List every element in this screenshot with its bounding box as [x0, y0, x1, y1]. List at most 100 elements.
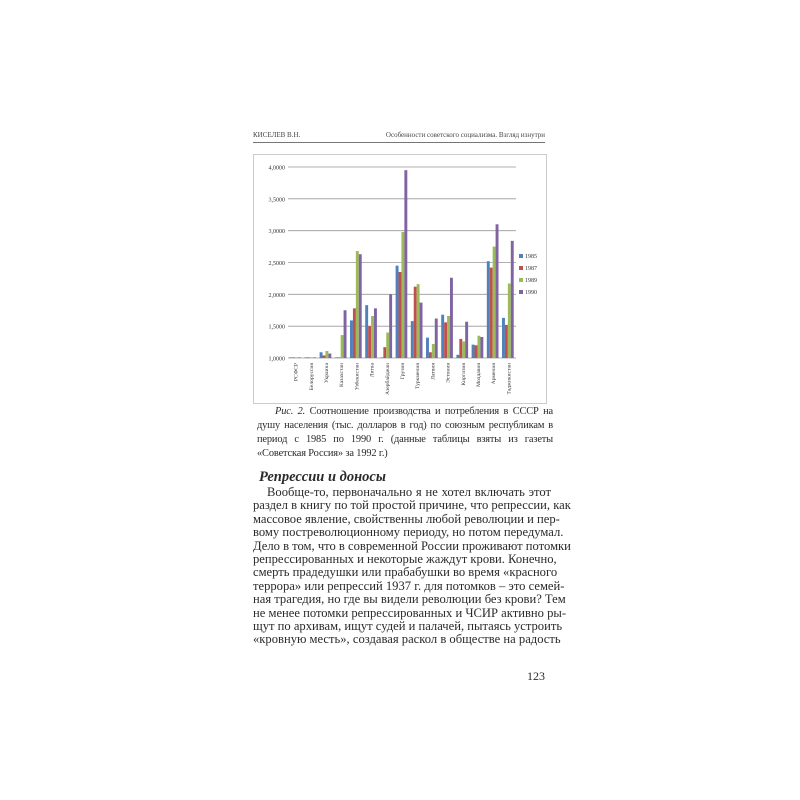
- caption-text: Соотношение производства и потребления в…: [257, 406, 554, 459]
- x-tick-label: РСФСР: [294, 363, 300, 381]
- book-page: КИСЕЛЕВ В.Н. Особенности советского соци…: [253, 0, 571, 800]
- bar-1989: [477, 335, 481, 358]
- text-line: не менее потомки репрессированных и ЧСИР…: [253, 605, 567, 620]
- bar-1987: [307, 357, 311, 358]
- x-tick-label: Литва: [370, 362, 376, 377]
- bar-1990: [434, 318, 438, 358]
- bar-1989: [447, 315, 450, 358]
- bar-1985: [289, 357, 293, 358]
- bar-1990: [404, 170, 408, 358]
- bar-1987: [368, 326, 372, 358]
- bar-1987: [322, 355, 326, 358]
- x-tick-label: Латвия: [430, 363, 436, 380]
- bar-1990: [449, 277, 453, 358]
- bar-1989: [507, 283, 511, 358]
- bar-1990: [495, 224, 499, 358]
- bar-1985: [304, 357, 308, 358]
- bar-1987: [444, 322, 448, 358]
- bar-1987: [459, 338, 463, 358]
- bar-1987: [292, 357, 296, 358]
- x-tick-label: Таджикистан: [506, 363, 512, 395]
- body-text: Вообще-то, первоначально я не хотел вклю…: [253, 485, 571, 647]
- bar-1987: [504, 324, 508, 358]
- legend-label: 1990: [525, 290, 537, 296]
- x-tick-label: Армения: [491, 363, 497, 385]
- bar-1987: [474, 345, 478, 358]
- bar-1990: [510, 240, 514, 358]
- bar-1987: [398, 272, 402, 358]
- x-tick-label: Молдавия: [476, 363, 482, 387]
- caption-label: Рис. 2.: [275, 406, 306, 417]
- text-line: смерть прадедушки или прабабушки во врем…: [253, 565, 558, 580]
- bar-1990: [419, 302, 423, 358]
- bar-1985: [395, 265, 399, 358]
- bar-1989: [492, 246, 496, 358]
- bar-1990: [297, 357, 301, 358]
- legend-swatch: [519, 254, 523, 258]
- y-tick-label: 1,0000: [269, 357, 286, 363]
- running-header: КИСЕЛЕВ В.Н. Особенности советского соци…: [253, 131, 545, 143]
- x-tick-label: Казахстан: [339, 363, 345, 387]
- y-tick-label: 3,5000: [269, 197, 286, 203]
- legend-label: 1985: [525, 254, 537, 260]
- section-heading: Репрессии и доносы: [259, 469, 386, 485]
- bar-1985: [319, 352, 323, 358]
- bar-1985: [426, 337, 429, 358]
- bar-1989: [416, 284, 420, 358]
- bar-1985: [471, 344, 475, 358]
- bar-1985: [334, 357, 338, 358]
- bar-1989: [431, 343, 435, 358]
- bar-1987: [352, 308, 356, 358]
- bar-1990: [358, 254, 362, 358]
- y-tick-label: 4,0000: [269, 166, 286, 172]
- bar-1985: [410, 321, 414, 358]
- legend-label: 1989: [525, 278, 537, 284]
- y-tick-label: 1,5000: [269, 325, 286, 331]
- bar-1990: [480, 336, 484, 358]
- bar-1987: [428, 352, 432, 358]
- x-tick-label: Киргизия: [461, 363, 467, 386]
- bar-1989: [325, 350, 329, 358]
- y-tick-label: 2,0000: [269, 293, 286, 299]
- bar-1985: [365, 305, 369, 358]
- x-tick-label: Украина: [324, 362, 330, 382]
- bar-1987: [383, 347, 387, 358]
- bar-1990: [465, 321, 469, 358]
- text-line: Вообще-то, первоначально я не хотел вклю…: [267, 485, 551, 499]
- header-author: КИСЕЛЕВ В.Н.: [253, 131, 301, 139]
- x-tick-label: Грузия: [400, 363, 406, 380]
- bar-1990: [328, 353, 332, 358]
- bar-1987: [413, 286, 417, 358]
- bar-1989: [386, 332, 390, 358]
- bar-1989: [295, 357, 298, 358]
- x-tick-label: Белоруссия: [309, 363, 315, 391]
- x-tick-label: Азербайджан: [384, 363, 391, 395]
- bar-1987: [489, 267, 493, 358]
- chart-frame: 1,0000 1,5000 2,0000 2,5000 3,0000 3,5000 4,00…: [253, 154, 547, 404]
- header-title: Особенности советского социализма. Взгля…: [385, 131, 545, 139]
- text-line: вому постреволюционному периоду, но пото…: [253, 525, 564, 540]
- bar-1990: [343, 310, 347, 358]
- bar-1985: [380, 357, 384, 358]
- legend-swatch: [519, 278, 523, 282]
- text-line: репрессированных и некоторые жаждут кров…: [253, 552, 557, 567]
- bar-1989: [401, 231, 405, 358]
- legend-swatch: [519, 266, 523, 270]
- bar-1989: [355, 251, 359, 358]
- bar-1985: [441, 314, 445, 358]
- bar-1985: [486, 261, 490, 358]
- bar-1990: [389, 294, 393, 358]
- bar-1989: [462, 341, 466, 358]
- text-line: раздел в книгу по той простой причине, ч…: [253, 498, 571, 513]
- page-number: 123: [527, 668, 545, 683]
- bar-1989: [340, 335, 344, 358]
- bar-1985: [502, 317, 505, 358]
- bar-chart: 1,0000 1,5000 2,0000 2,5000 3,0000 3,5000 4,00…: [269, 166, 538, 396]
- text-line: массовое явление, свойственны любой рево…: [253, 511, 560, 526]
- bar-1990: [313, 357, 317, 358]
- x-tick-label: Туркмения: [415, 363, 421, 389]
- text-line: террора» или репрессий 1937 г. для потом…: [253, 578, 565, 593]
- text-line: Дело в том, что в современной России про…: [253, 538, 571, 553]
- legend-label: 1987: [525, 266, 537, 272]
- figure-caption: Рис. 2. Соотношение производства и потре…: [257, 405, 553, 461]
